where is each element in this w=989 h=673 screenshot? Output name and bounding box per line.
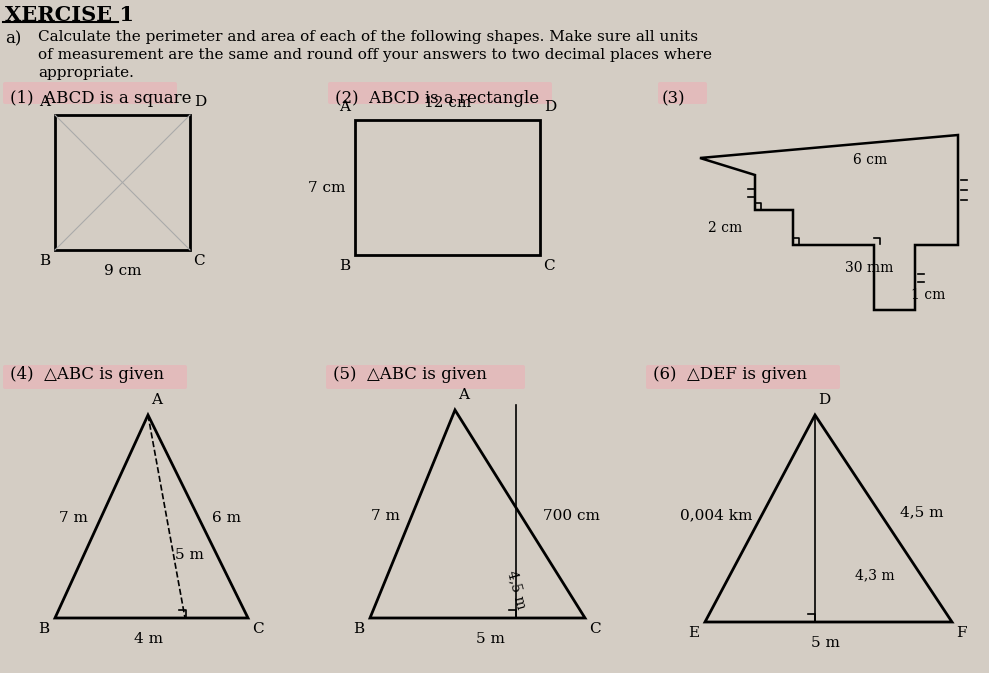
Text: 2 cm: 2 cm xyxy=(708,221,742,235)
Text: 4,5 m: 4,5 m xyxy=(900,505,944,519)
Text: C: C xyxy=(589,622,600,636)
Text: (5)  △ABC is given: (5) △ABC is given xyxy=(333,366,487,383)
Text: XERCISE 1: XERCISE 1 xyxy=(5,5,134,25)
Text: a): a) xyxy=(5,30,22,47)
Text: D: D xyxy=(194,95,207,109)
Text: F: F xyxy=(956,626,966,640)
Text: 700 cm: 700 cm xyxy=(543,509,600,523)
Text: (4)  △ABC is given: (4) △ABC is given xyxy=(10,366,164,383)
Text: 1 cm: 1 cm xyxy=(911,288,945,302)
Text: of measurement are the same and round off your answers to two decimal places whe: of measurement are the same and round of… xyxy=(38,48,712,62)
FancyBboxPatch shape xyxy=(646,365,840,389)
Text: 5 m: 5 m xyxy=(811,636,840,650)
Text: B: B xyxy=(339,259,350,273)
Text: 5 m: 5 m xyxy=(476,632,504,646)
Text: C: C xyxy=(252,622,264,636)
Text: 0,004 km: 0,004 km xyxy=(679,508,752,522)
Text: 12 cm: 12 cm xyxy=(424,96,471,110)
Text: 4,5 m: 4,5 m xyxy=(505,569,529,611)
Text: 4 m: 4 m xyxy=(134,632,162,646)
Text: 30 mm: 30 mm xyxy=(845,261,893,275)
Text: D: D xyxy=(818,393,830,407)
Text: A: A xyxy=(151,393,162,407)
Text: E: E xyxy=(688,626,699,640)
Text: (1)  ABCD is a square: (1) ABCD is a square xyxy=(10,90,192,107)
FancyBboxPatch shape xyxy=(328,82,552,104)
Text: C: C xyxy=(543,259,555,273)
Text: A: A xyxy=(339,100,350,114)
Text: 7 m: 7 m xyxy=(59,511,88,525)
Text: (2)  ABCD is a rectangle: (2) ABCD is a rectangle xyxy=(335,90,539,107)
Text: A: A xyxy=(458,388,469,402)
Text: 4,3 m: 4,3 m xyxy=(855,568,895,582)
FancyBboxPatch shape xyxy=(658,82,707,104)
Text: (6)  △DEF is given: (6) △DEF is given xyxy=(653,366,807,383)
FancyBboxPatch shape xyxy=(326,365,525,389)
Text: appropriate.: appropriate. xyxy=(38,66,134,80)
Text: 7 cm: 7 cm xyxy=(308,180,345,194)
Text: (3): (3) xyxy=(662,90,685,107)
Text: 7 m: 7 m xyxy=(371,509,400,523)
Text: Calculate the perimeter and area of each of the following shapes. Make sure all : Calculate the perimeter and area of each… xyxy=(38,30,698,44)
Text: A: A xyxy=(39,95,50,109)
Text: B: B xyxy=(38,622,49,636)
Text: B: B xyxy=(353,622,364,636)
Text: 6 cm: 6 cm xyxy=(853,153,887,167)
Text: 5 m: 5 m xyxy=(175,548,204,562)
Text: B: B xyxy=(39,254,50,268)
FancyBboxPatch shape xyxy=(3,82,177,104)
Text: 9 cm: 9 cm xyxy=(104,264,141,278)
Text: C: C xyxy=(193,254,205,268)
FancyBboxPatch shape xyxy=(3,365,187,389)
Text: D: D xyxy=(544,100,556,114)
Text: 6 m: 6 m xyxy=(212,511,241,525)
